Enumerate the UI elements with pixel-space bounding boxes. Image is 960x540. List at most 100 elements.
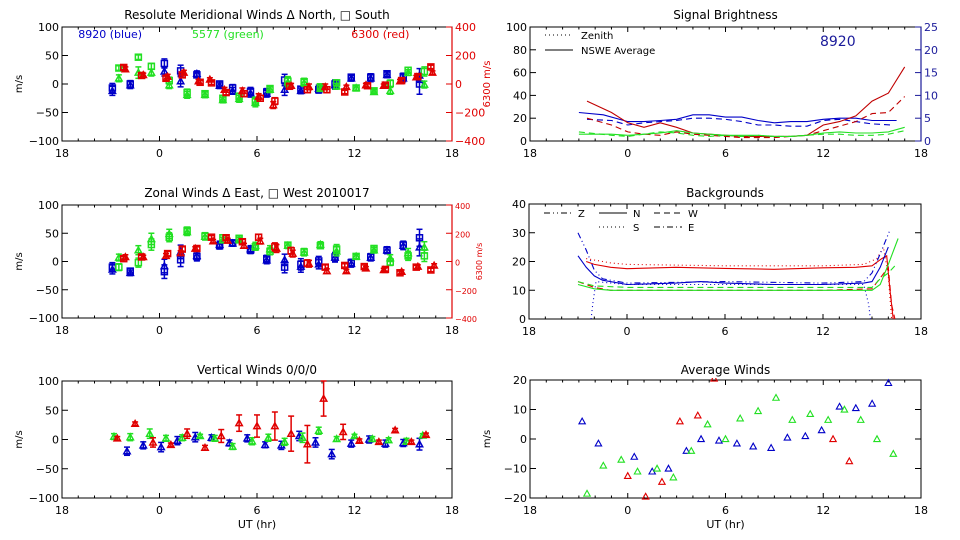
data-point — [652, 464, 662, 472]
data-point — [346, 438, 356, 448]
y-tick-label: 50 — [45, 50, 59, 63]
square-marker — [254, 233, 263, 241]
data-point — [617, 455, 626, 463]
data-point — [374, 437, 384, 446]
triangle-marker — [406, 437, 416, 446]
x-tick-label: 0 — [156, 504, 163, 517]
data-point — [406, 437, 416, 446]
data-point — [381, 265, 390, 274]
data-point — [341, 266, 351, 275]
data-point — [160, 58, 169, 69]
triangle-marker — [296, 86, 306, 95]
square-marker — [412, 263, 420, 271]
y-tick-label: 60 — [513, 67, 527, 80]
series-line — [577, 246, 889, 286]
data-point — [200, 442, 210, 451]
data-point — [354, 435, 364, 444]
series-6300-n — [586, 254, 894, 320]
square-marker — [215, 80, 224, 88]
data-point — [300, 247, 308, 257]
triangle-marker — [630, 452, 639, 460]
triangle-marker — [421, 430, 431, 439]
square-marker — [367, 253, 375, 261]
series-8920-n — [577, 246, 889, 286]
triangle-marker — [260, 440, 270, 449]
data-point — [806, 409, 815, 418]
triangle-marker — [125, 268, 135, 277]
data-point — [828, 434, 838, 443]
data-point — [749, 442, 758, 450]
legend-label: Z — [578, 209, 585, 220]
series-line — [586, 254, 894, 320]
triangle-marker — [703, 419, 712, 428]
data-point — [419, 79, 429, 89]
square-marker — [263, 254, 271, 263]
data-point — [835, 402, 844, 410]
square-marker — [126, 267, 134, 275]
x-tick-label: 18 — [522, 325, 536, 338]
triangle-marker — [270, 421, 280, 430]
triangle-marker — [369, 245, 379, 254]
series-5577-west — [115, 226, 429, 272]
data-point — [766, 443, 776, 451]
square-marker — [193, 244, 201, 253]
data-point — [664, 464, 673, 472]
square-marker — [383, 69, 391, 78]
data-point — [736, 414, 745, 422]
series-line — [577, 265, 896, 320]
series-line — [577, 229, 891, 284]
y-tick-label: 10 — [513, 404, 527, 417]
data-point — [215, 80, 224, 88]
data-point — [216, 428, 226, 444]
chart-title: Signal Brightness — [673, 8, 778, 22]
x-tick-label: 0 — [624, 325, 631, 338]
triangle-marker — [845, 456, 854, 465]
data-point — [133, 244, 143, 256]
triangle-marker — [302, 439, 312, 448]
square-marker — [404, 66, 412, 75]
triangle-marker — [732, 439, 742, 447]
triangle-marker — [148, 437, 158, 446]
x-tick-label: 6 — [722, 147, 729, 160]
series-6300-zenith — [586, 96, 906, 139]
square-marker — [347, 73, 355, 81]
data-point — [126, 267, 134, 275]
y-axis-label: m/s — [482, 430, 493, 448]
data-point — [108, 82, 117, 94]
data-point — [207, 233, 216, 241]
triangle-marker — [218, 95, 228, 104]
triangle-marker — [280, 437, 290, 446]
square-marker — [271, 97, 279, 105]
triangle-marker — [350, 431, 359, 440]
triangle-marker — [247, 436, 257, 445]
series-line — [578, 111, 897, 124]
square-marker — [134, 53, 143, 61]
data-point — [297, 257, 305, 271]
data-point — [311, 436, 320, 448]
data-point — [872, 434, 882, 443]
series-5577-zenith — [578, 130, 905, 137]
data-point — [599, 461, 608, 469]
right-tick-label: 0 — [924, 135, 931, 148]
data-point — [207, 79, 216, 87]
data-point — [260, 440, 270, 449]
x-tick-label: 6 — [254, 504, 261, 517]
triangle-marker — [641, 492, 650, 500]
data-point — [428, 67, 437, 76]
x-tick-label: 18 — [445, 324, 459, 337]
legend: Zenith NSWE Average — [545, 31, 655, 57]
y-tick-label: 100 — [38, 375, 59, 388]
data-point — [367, 252, 375, 262]
data-point — [302, 424, 312, 464]
square-marker — [316, 241, 325, 250]
triangle-marker — [130, 418, 140, 428]
data-point — [228, 83, 237, 93]
square-marker — [115, 263, 123, 271]
data-point — [352, 252, 360, 261]
legend-label: Zenith — [581, 31, 613, 42]
y-tick-label: 40 — [512, 198, 526, 211]
triangle-marker — [385, 86, 395, 95]
data-point — [254, 233, 263, 241]
data-layer — [107, 53, 437, 110]
data-point — [383, 246, 391, 255]
